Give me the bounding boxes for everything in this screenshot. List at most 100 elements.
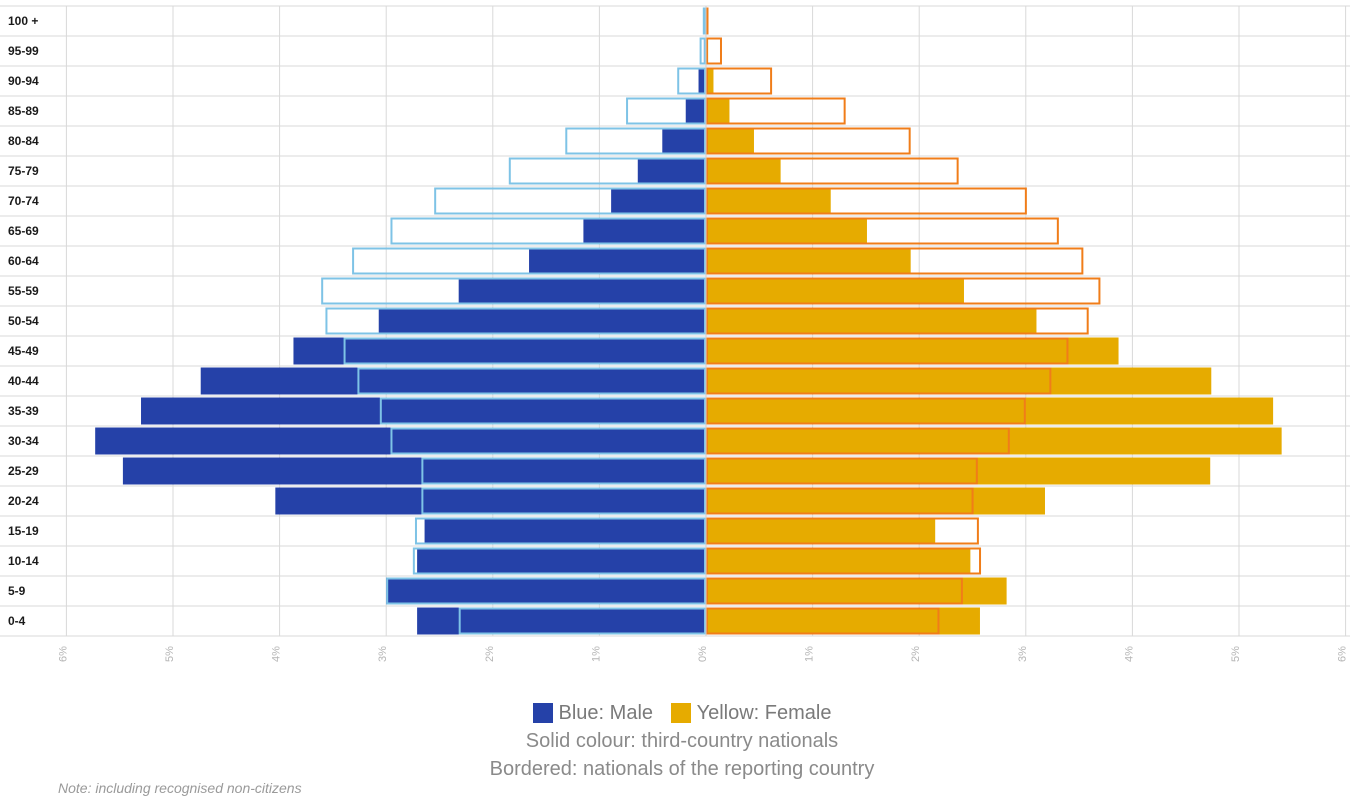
female-bordered-bar	[706, 337, 1069, 365]
female-bordered-bar	[706, 127, 911, 155]
male-swatch	[532, 703, 553, 723]
x-axis-tick-labels: 6% 5% 4% 3% 2% 1% 0% 1% 2% 3% 4% 5% 6%	[57, 646, 1348, 662]
female-solid-bar	[706, 427, 1282, 455]
female-bordered-bar	[706, 67, 773, 95]
age-group-label: 15-19	[8, 524, 39, 538]
male-solid-bar	[417, 547, 706, 575]
age-group-label: 70-74	[8, 194, 39, 208]
male-bordered-bar	[458, 607, 706, 635]
age-group-label: 45-49	[8, 344, 39, 358]
age-group-label: 35-39	[8, 404, 39, 418]
male-solid-bar	[200, 367, 706, 395]
female-bordered-bar	[706, 547, 982, 575]
male-solid-bar	[386, 577, 706, 605]
population-pyramid-chart: 100 + 95-99 90-94 85-89 80-84 75-79 70-74 65-69…	[0, 5, 1350, 662]
female-bordered-bar	[706, 397, 1026, 425]
age-group-label: 100 +	[8, 14, 38, 28]
female-bordered-bar	[706, 367, 1052, 395]
age-group-label: 30-34	[8, 434, 39, 448]
female-solid-bar	[706, 97, 730, 125]
male-solid-bar	[529, 247, 706, 275]
footnote: Note: including recognised non-citizens	[58, 780, 302, 796]
female-solid-bar	[706, 607, 980, 635]
age-group-label: 90-94	[8, 74, 39, 88]
legend-bordered-note: Bordered: nationals of the reporting cou…	[489, 758, 875, 780]
female-solid-bar	[706, 157, 781, 185]
female-bordered-bar	[706, 607, 940, 635]
male-solid-bar	[458, 277, 706, 305]
age-group-label: 95-99	[8, 44, 39, 58]
bars	[95, 6, 1282, 636]
female-bordered-bar	[706, 307, 1089, 335]
male-bordered-bar	[386, 577, 706, 605]
female-solid-bar	[706, 187, 831, 215]
legend-male-label: Blue: Male	[558, 702, 654, 724]
male-solid-bar	[698, 67, 706, 95]
age-group-label: 60-64	[8, 254, 39, 268]
female-bordered-bar	[706, 247, 1084, 275]
male-bordered-bar	[508, 157, 707, 185]
male-bordered-bar	[325, 307, 706, 335]
age-group-label: 50-54	[8, 314, 39, 328]
female-bordered-bar	[706, 97, 846, 125]
age-group-label: 80-84	[8, 134, 39, 148]
male-solid-bar	[662, 127, 706, 155]
age-group-label: 65-69	[8, 224, 39, 238]
male-bordered-bar	[414, 517, 706, 545]
x-tick-label: 3%	[377, 646, 389, 662]
female-solid-bar	[706, 247, 911, 275]
male-bordered-bar	[421, 487, 706, 515]
female-bordered-bar	[706, 487, 974, 515]
female-bordered-bar	[706, 517, 979, 545]
x-tick-label: 2%	[910, 646, 922, 662]
age-group-label: 0-4	[8, 614, 26, 628]
male-bordered-bar	[343, 337, 706, 365]
female-solid-bar	[706, 517, 936, 545]
age-group-label: 85-89	[8, 104, 39, 118]
age-group-label: 10-14	[8, 554, 39, 568]
x-tick-label: 2%	[484, 646, 496, 662]
female-bordered-bar	[706, 187, 1027, 215]
female-bordered-bar	[706, 157, 959, 185]
male-bordered-bar	[352, 247, 706, 275]
female-solid-bar	[706, 397, 1274, 425]
age-group-label: 75-79	[8, 164, 39, 178]
x-tick-label: 6%	[1337, 646, 1349, 662]
female-bordered-bar	[706, 577, 963, 605]
age-group-label: 5-9	[8, 584, 26, 598]
x-tick-label: 6%	[57, 646, 69, 662]
female-solid-bar	[706, 277, 964, 305]
x-tick-label: 5%	[164, 646, 176, 662]
male-solid-bar	[122, 457, 706, 485]
legend-item-male: Blue: Male	[532, 700, 654, 726]
legend: Blue: Male Yellow: Female	[0, 700, 1364, 730]
x-tick-label: 0%	[697, 646, 709, 662]
female-solid-bar	[706, 307, 1037, 335]
age-group-labels: 100 + 95-99 90-94 85-89 80-84 75-79 70-74 65-69…	[8, 14, 39, 628]
male-bordered-bar	[357, 367, 706, 395]
male-solid-bar	[637, 157, 706, 185]
male-solid-bar	[95, 427, 706, 455]
male-solid-bar	[141, 397, 706, 425]
female-bordered-bar	[706, 7, 709, 35]
female-solid-bar	[706, 457, 1211, 485]
female-bordered-bar	[706, 37, 722, 65]
female-solid-bar	[706, 487, 1045, 515]
male-bordered-bar	[434, 187, 706, 215]
grid-lines	[0, 5, 1350, 637]
male-solid-bar	[378, 307, 706, 335]
x-tick-label: 3%	[1017, 646, 1029, 662]
male-bordered-bar	[699, 37, 707, 65]
female-solid-bar	[706, 547, 971, 575]
male-bordered-bar	[702, 7, 707, 35]
x-tick-label: 4%	[271, 646, 283, 662]
male-bordered-bar	[421, 457, 706, 485]
age-group-label: 25-29	[8, 464, 39, 478]
male-bordered-bar	[379, 397, 706, 425]
female-bordered-bar	[706, 277, 1101, 305]
male-solid-bar	[293, 337, 706, 365]
female-bordered-bar	[706, 457, 978, 485]
male-solid-bar	[583, 217, 706, 245]
female-solid-bar	[706, 127, 754, 155]
female-solid-bar	[706, 577, 1007, 605]
